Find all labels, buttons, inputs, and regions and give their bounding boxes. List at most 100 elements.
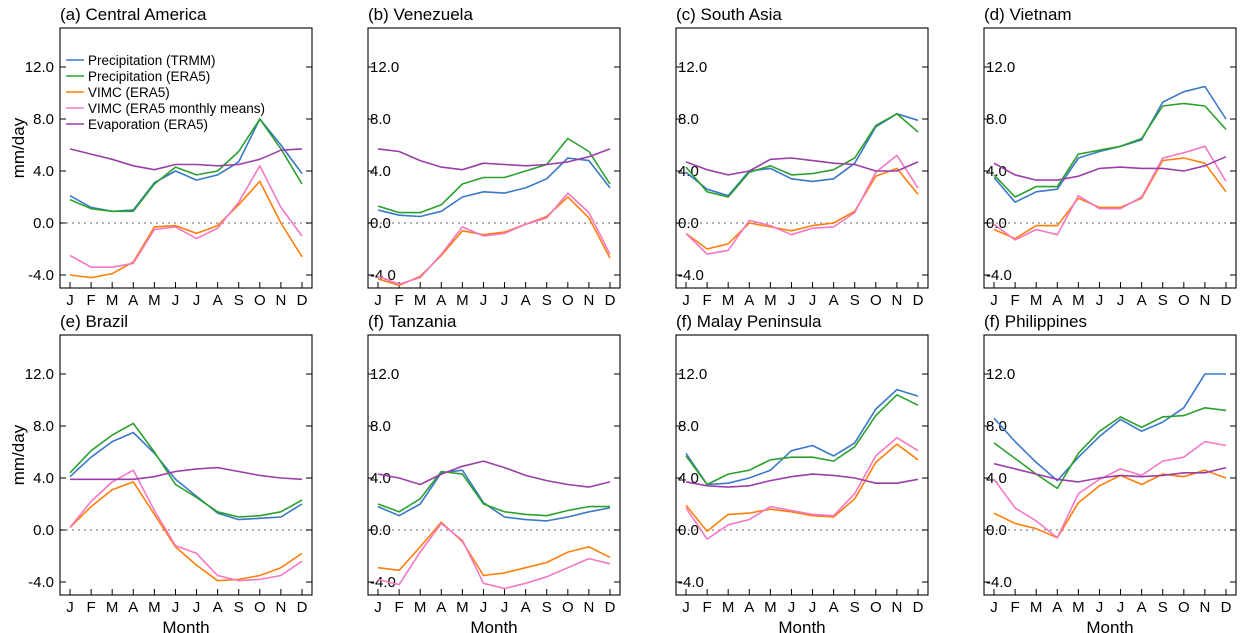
panel-8: (f) Philippines-4.00.04.08.012.0J F M A M J J A…: [983, 312, 1237, 633]
series-line-4: [377, 522, 611, 590]
x-tick-label: N: [275, 599, 286, 616]
x-tick-label: O: [1178, 599, 1190, 616]
x-tick-label: D: [297, 292, 308, 309]
x-tick-label: J: [1117, 292, 1125, 309]
x-tick-label: M: [1072, 292, 1085, 309]
y-tick-label: -4.0: [28, 574, 54, 591]
panel-frame: [675, 27, 929, 289]
series-line-5: [377, 148, 611, 171]
x-tick-label: S: [1158, 599, 1168, 616]
series-line-4: [685, 154, 919, 255]
panel-7: (f) Malay Peninsula-4.00.04.08.012.0J F M A…: [675, 312, 929, 633]
y-axis-label: mm/day: [9, 424, 28, 485]
y-tick-label: 4.0: [370, 470, 391, 487]
x-tick-label: D: [913, 599, 924, 616]
y-tick-label: 4.0: [986, 470, 1007, 487]
x-tick-label: O: [254, 599, 266, 616]
x-tick-label: D: [297, 599, 308, 616]
x-tick-label: M: [106, 599, 119, 616]
series-line-4: [69, 469, 303, 582]
x-tick-label: S: [234, 292, 244, 309]
series-line-4: [69, 165, 303, 269]
y-axis-label: mm/day: [9, 117, 28, 178]
y-tick-label: 0.0: [678, 215, 699, 232]
x-tick-label: M: [414, 599, 427, 616]
y-tick-label: 8.0: [33, 418, 54, 435]
x-tick-label: M: [1030, 292, 1043, 309]
x-tick-label: J: [1096, 292, 1104, 309]
x-tick-label: J: [374, 599, 382, 616]
x-tick-label: A: [128, 292, 138, 309]
x-tick-label: A: [829, 292, 839, 309]
x-tick-label: J: [501, 292, 509, 309]
panel-frame: [367, 27, 621, 289]
x-tick-label: A: [436, 599, 446, 616]
series-line-3: [377, 196, 611, 287]
x-tick-label: J: [172, 292, 180, 309]
x-tick-label: J: [990, 599, 998, 616]
y-tick-label: -4.0: [678, 574, 704, 591]
y-tick-label: 4.0: [370, 163, 391, 180]
series-line-1: [993, 373, 1226, 482]
x-tick-label: J: [193, 292, 201, 309]
panel-title: (f) Philippines: [984, 312, 1087, 331]
y-tick-label: 8.0: [986, 111, 1007, 128]
x-tick-label: S: [542, 599, 552, 616]
series-line-3: [685, 167, 919, 250]
panel-frame: [983, 27, 1237, 289]
series-line-1: [377, 157, 611, 218]
y-tick-label: -4.0: [986, 267, 1012, 284]
x-tick-label: J: [480, 599, 488, 616]
x-tick-label: A: [829, 599, 839, 616]
series-line-2: [993, 406, 1227, 490]
x-tick-label: J: [788, 599, 796, 616]
x-tick-label: N: [891, 292, 902, 309]
x-tick-label: D: [913, 292, 924, 309]
series-line-3: [685, 443, 919, 533]
series-line-4: [377, 192, 611, 285]
x-tick-label: A: [1052, 292, 1062, 309]
panel-frame: [59, 27, 313, 289]
x-axis-label: Month: [778, 618, 825, 633]
x-tick-label: S: [542, 292, 552, 309]
y-tick-label: 8.0: [986, 418, 1007, 435]
x-axis-label: Month: [470, 618, 517, 633]
x-tick-label: F: [703, 599, 712, 616]
x-tick-label: A: [213, 599, 223, 616]
series-line-3: [993, 469, 1227, 539]
y-tick-label: 12.0: [370, 366, 399, 383]
y-tick-label: 4.0: [33, 163, 54, 180]
y-tick-label: 8.0: [370, 111, 391, 128]
panel-title: (f) Tanzania: [368, 312, 457, 331]
y-tick-label: 12.0: [370, 59, 399, 76]
x-tick-label: A: [213, 292, 223, 309]
x-tick-label: J: [66, 599, 74, 616]
x-tick-label: M: [722, 292, 735, 309]
series-line-3: [993, 157, 1227, 240]
panel-title: (a) Central America: [60, 5, 207, 24]
panel-title: (f) Malay Peninsula: [676, 312, 822, 331]
y-tick-label: 4.0: [33, 470, 54, 487]
y-tick-label: 0.0: [33, 215, 54, 232]
x-tick-label: J: [1096, 599, 1104, 616]
panel-1: (a) Central America-4.00.04.08.012.0J F M A…: [9, 5, 313, 309]
series-line-5: [993, 462, 1227, 483]
x-tick-label: J: [172, 599, 180, 616]
x-tick-label: O: [562, 599, 574, 616]
x-tick-label: N: [1199, 292, 1210, 309]
x-tick-label: J: [682, 599, 690, 616]
x-tick-label: M: [456, 292, 469, 309]
panel-frame: [367, 334, 621, 596]
x-tick-label: M: [456, 599, 469, 616]
series-line-2: [377, 470, 610, 517]
legend-label-2: Precipitation (ERA5): [88, 69, 210, 84]
panel-5: (e) Brazil-4.00.04.08.012.0J F M A M J J A S O N DM…: [9, 312, 313, 633]
x-tick-label: O: [870, 292, 882, 309]
y-tick-label: 0.0: [33, 522, 54, 539]
x-tick-label: M: [414, 292, 427, 309]
y-tick-label: 8.0: [678, 111, 699, 128]
x-tick-label: F: [87, 599, 96, 616]
y-tick-label: 12.0: [986, 366, 1015, 383]
x-tick-label: M: [764, 599, 777, 616]
